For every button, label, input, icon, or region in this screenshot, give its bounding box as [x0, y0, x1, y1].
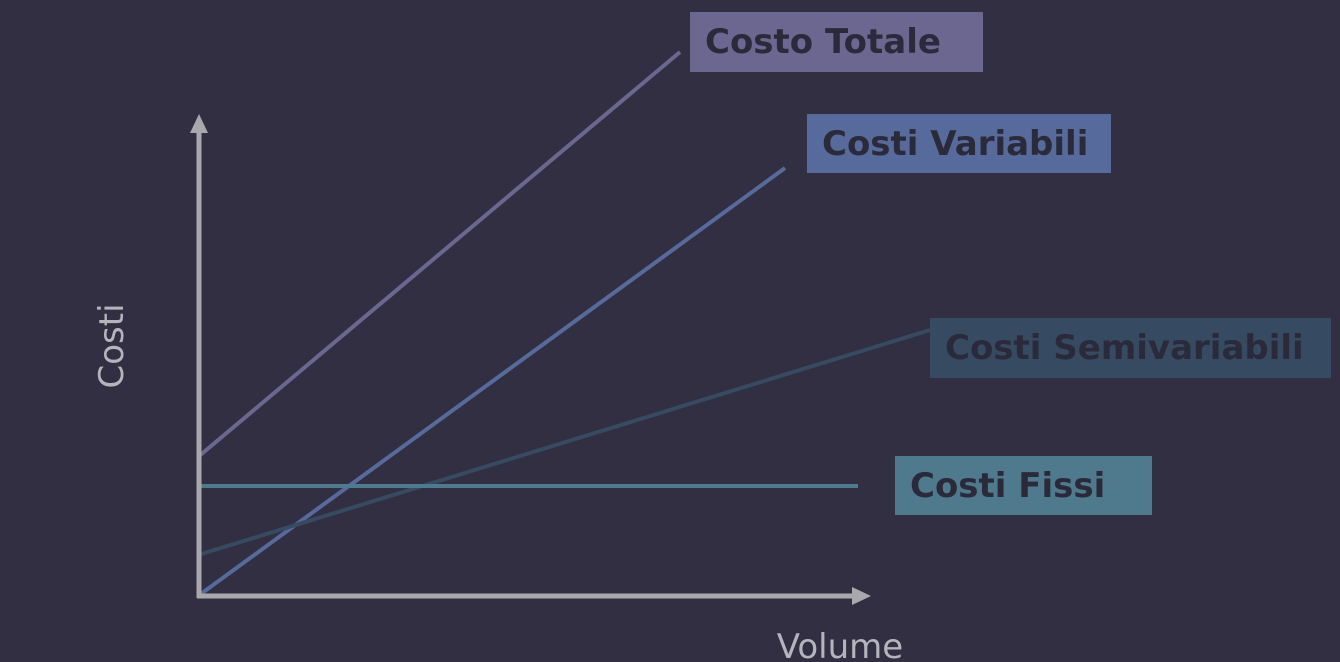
label-costi-variabili: Costi Variabili [807, 114, 1111, 173]
label-costi-fissi-text: Costi Fissi [910, 465, 1106, 506]
line-costo-totale [196, 50, 682, 459]
label-costo-totale: Costo Totale [690, 12, 983, 72]
label-costo-totale-text: Costo Totale [705, 22, 941, 62]
label-costi-semivariabili: Costi Semivariabili [930, 318, 1331, 378]
x-axis-title: Volume [777, 627, 903, 662]
label-costi-variabili-text: Costi Variabili [822, 123, 1089, 164]
x-axis-arrowhead [852, 587, 871, 605]
y-axis-title: Costi [92, 303, 132, 388]
label-costi-semivariabili-text: Costi Semivariabili [945, 328, 1304, 368]
label-costi-fissi: Costi Fissi [895, 456, 1152, 515]
y-axis-arrowhead [190, 114, 208, 133]
line-costi-semivariabili [197, 328, 931, 557]
